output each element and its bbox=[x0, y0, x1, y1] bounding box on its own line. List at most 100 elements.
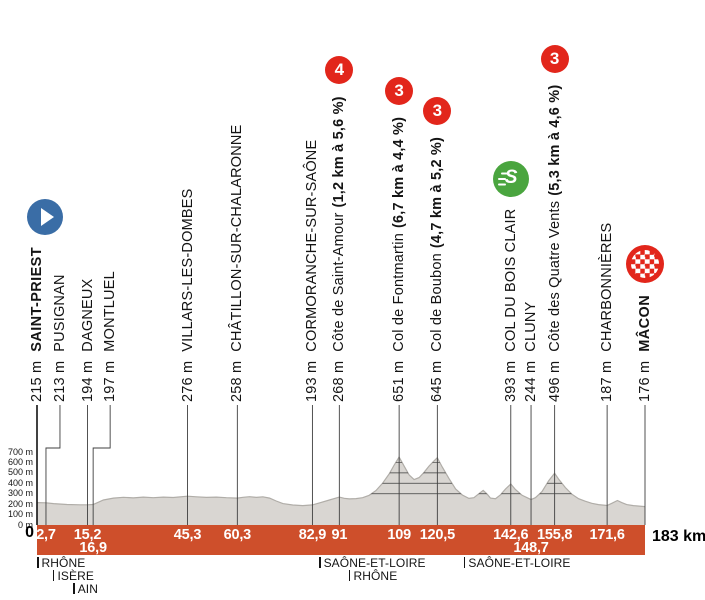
km-marker-montluel: 16,9 bbox=[79, 540, 107, 556]
waypoint-elevation: 194 m bbox=[79, 360, 96, 402]
waypoint-name: CHARBONNIÈRES bbox=[599, 222, 616, 352]
km-marker-col-du-bois-clair: 142,6 bbox=[493, 527, 529, 543]
waypoint-line-pusignan bbox=[45, 405, 61, 525]
waypoint-name: DAGNEUX bbox=[79, 278, 96, 352]
waypoint-name: CORMORANCHE-SUR-SAÔNE bbox=[304, 139, 321, 352]
category-4-climb-icon: 4 bbox=[325, 56, 354, 84]
y-tick-100m: 100 m bbox=[7, 509, 33, 520]
waypoint-elevation: 258 m bbox=[229, 360, 246, 402]
y-tick-0m: 0 m bbox=[17, 519, 33, 530]
category-3-climb-icon: 3 bbox=[385, 77, 414, 105]
play-triangle bbox=[41, 208, 54, 226]
km-marker-cormoranche-sur-saone: 82,9 bbox=[298, 527, 327, 543]
waypoint-label-chatillon-sur-chalaronne: 258 m CHÂTILLON-SUR-CHALARONNE bbox=[229, 125, 245, 402]
waypoint-label-cluny: 244 m CLUNY bbox=[523, 302, 539, 402]
km-marker-col-de-boubon: 120,5 bbox=[419, 527, 455, 543]
waypoint-elevation: 244 m bbox=[523, 360, 540, 402]
waypoint-label-col-de-boubon: 645 m Col de Boubon (4,7 km à 5,2 %) bbox=[429, 137, 445, 402]
climb-gradient: (4,7 km à 5,2 %) bbox=[429, 136, 446, 249]
waypoint-label-pusignan: 213 m PUSIGNAN bbox=[52, 274, 68, 402]
sprint-letter: S bbox=[504, 167, 518, 188]
climb-gradient: (1,2 km à 5,6 %) bbox=[331, 96, 348, 208]
department-rhone: RHÔNE bbox=[348, 569, 398, 583]
waypoint-name: Côte des Quatre Vents bbox=[546, 200, 563, 352]
department-rhone: RHÔNE bbox=[37, 556, 85, 570]
sprint-speed-lines bbox=[497, 177, 506, 181]
waypoint-label-macon: 176 m MÂCON bbox=[637, 295, 653, 402]
waypoint-label-saint-priest: 215 m SAINT-PRIEST bbox=[29, 247, 45, 402]
waypoint-label-cote-des-quatre-vents: 496 m Côte des Quatre Vents (5,3 km à 4,6 … bbox=[547, 85, 563, 402]
finish-icon bbox=[626, 245, 664, 283]
waypoint-name: Col de Fontmartin bbox=[391, 233, 408, 352]
waypoint-label-cormoranche-sur-saone: 193 m CORMORANCHE-SUR-SAÔNE bbox=[304, 140, 320, 402]
department-boundary-bar bbox=[348, 570, 351, 581]
axis-origin-label: 0 bbox=[25, 524, 34, 541]
waypoint-label-col-de-fontmartin: 651 m Col de Fontmartin (6,7 km à 4,4 %) bbox=[391, 117, 407, 402]
waypoint-elevation: 215 m bbox=[29, 360, 45, 402]
waypoint-name: SAINT-PRIEST bbox=[29, 246, 45, 352]
category-3-climb-icon: 3 bbox=[423, 97, 452, 125]
elevation-outline bbox=[36, 455, 646, 508]
department-name: SAÔNE-ET-LOIRE bbox=[468, 556, 571, 570]
waypoint-elevation: 187 m bbox=[599, 360, 616, 402]
checkered-flag-pattern bbox=[631, 250, 659, 278]
department-name: ISÈRE bbox=[57, 569, 94, 583]
distance-band bbox=[37, 525, 645, 555]
climb-gradient: (5,3 km à 4,6 %) bbox=[546, 84, 563, 196]
waypoint-name: Côte de Saint-Amour bbox=[331, 212, 348, 352]
waypoint-label-villars-les-dombes: 276 m VILLARS-LES-DOMBES bbox=[180, 189, 196, 402]
department-ain: AIN bbox=[73, 582, 98, 596]
elevation-area bbox=[37, 457, 645, 525]
waypoint-name: MONTLUEL bbox=[102, 271, 119, 352]
waypoint-name: COL DU BOIS CLAIR bbox=[502, 208, 519, 352]
department-name: RHÔNE bbox=[41, 556, 86, 570]
y-tick-400m: 400 m bbox=[7, 477, 33, 488]
waypoint-elevation: 393 m bbox=[502, 360, 519, 402]
km-marker-charbonnieres: 171,6 bbox=[589, 527, 625, 543]
waypoint-elevation: 176 m bbox=[637, 360, 653, 402]
km-marker-cote-de-saint-amour: 91 bbox=[331, 527, 348, 543]
km-marker-cluny: 148,7 bbox=[513, 540, 549, 556]
waypoint-label-col-du-bois-clair: 393 m COL DU BOIS CLAIR bbox=[503, 209, 519, 402]
y-tick-700m: 700 m bbox=[7, 446, 33, 457]
waypoint-line-montluel bbox=[92, 405, 111, 525]
department-name: RHÔNE bbox=[353, 569, 398, 583]
waypoint-elevation: 496 m bbox=[546, 360, 563, 402]
y-tick-300m: 300 m bbox=[7, 488, 33, 499]
waypoint-elevation: 197 m bbox=[102, 360, 119, 402]
waypoint-label-charbonnieres: 187 m CHARBONNIÈRES bbox=[599, 223, 615, 402]
department-boundary-bar bbox=[37, 557, 39, 568]
sprint-icon: S bbox=[492, 161, 529, 197]
waypoint-name: PUSIGNAN bbox=[51, 274, 68, 352]
department-boundary-bar bbox=[319, 557, 321, 568]
y-tick-600m: 600 m bbox=[7, 456, 33, 467]
waypoint-elevation: 193 m bbox=[304, 360, 321, 402]
department-boundary-bar bbox=[52, 570, 55, 581]
category-3-climb-icon: 3 bbox=[540, 45, 569, 73]
km-marker-dagneux: 15,2 bbox=[73, 527, 102, 543]
km-marker-cote-des-quatre-vents: 155,8 bbox=[536, 527, 573, 543]
waypoint-elevation: 268 m bbox=[331, 360, 348, 402]
waypoint-elevation: 645 m bbox=[429, 360, 446, 402]
department-boundary-bar bbox=[463, 557, 466, 568]
start-icon bbox=[27, 199, 63, 235]
total-distance-label: 183 km bbox=[652, 528, 705, 545]
km-marker-col-de-fontmartin: 109 bbox=[387, 527, 411, 543]
km-marker-pusignan: 2,7 bbox=[36, 527, 56, 543]
waypoint-name: MÂCON bbox=[637, 294, 653, 352]
department-name: SAÔNE-ET-LOIRE bbox=[323, 556, 426, 570]
y-tick-200m: 200 m bbox=[7, 498, 33, 509]
km-marker-villars-les-dombes: 45,3 bbox=[173, 527, 202, 543]
waypoint-label-dagneux: 194 m DAGNEUX bbox=[80, 279, 96, 402]
waypoint-elevation: 651 m bbox=[391, 360, 408, 402]
waypoint-name: CHÂTILLON-SUR-CHALARONNE bbox=[229, 124, 246, 352]
department-isere: ISÈRE bbox=[52, 569, 94, 583]
department-saone-et-loire: SAÔNE-ET-LOIRE bbox=[463, 556, 571, 570]
waypoint-name: Col de Boubon bbox=[429, 253, 446, 352]
department-saone-et-loire: SAÔNE-ET-LOIRE bbox=[319, 556, 426, 570]
department-name: AIN bbox=[77, 582, 99, 596]
waypoint-name: CLUNY bbox=[523, 301, 540, 352]
waypoint-name: VILLARS-LES-DOMBES bbox=[179, 188, 196, 352]
climb-gradient: (6,7 km à 4,4 %) bbox=[391, 116, 408, 229]
